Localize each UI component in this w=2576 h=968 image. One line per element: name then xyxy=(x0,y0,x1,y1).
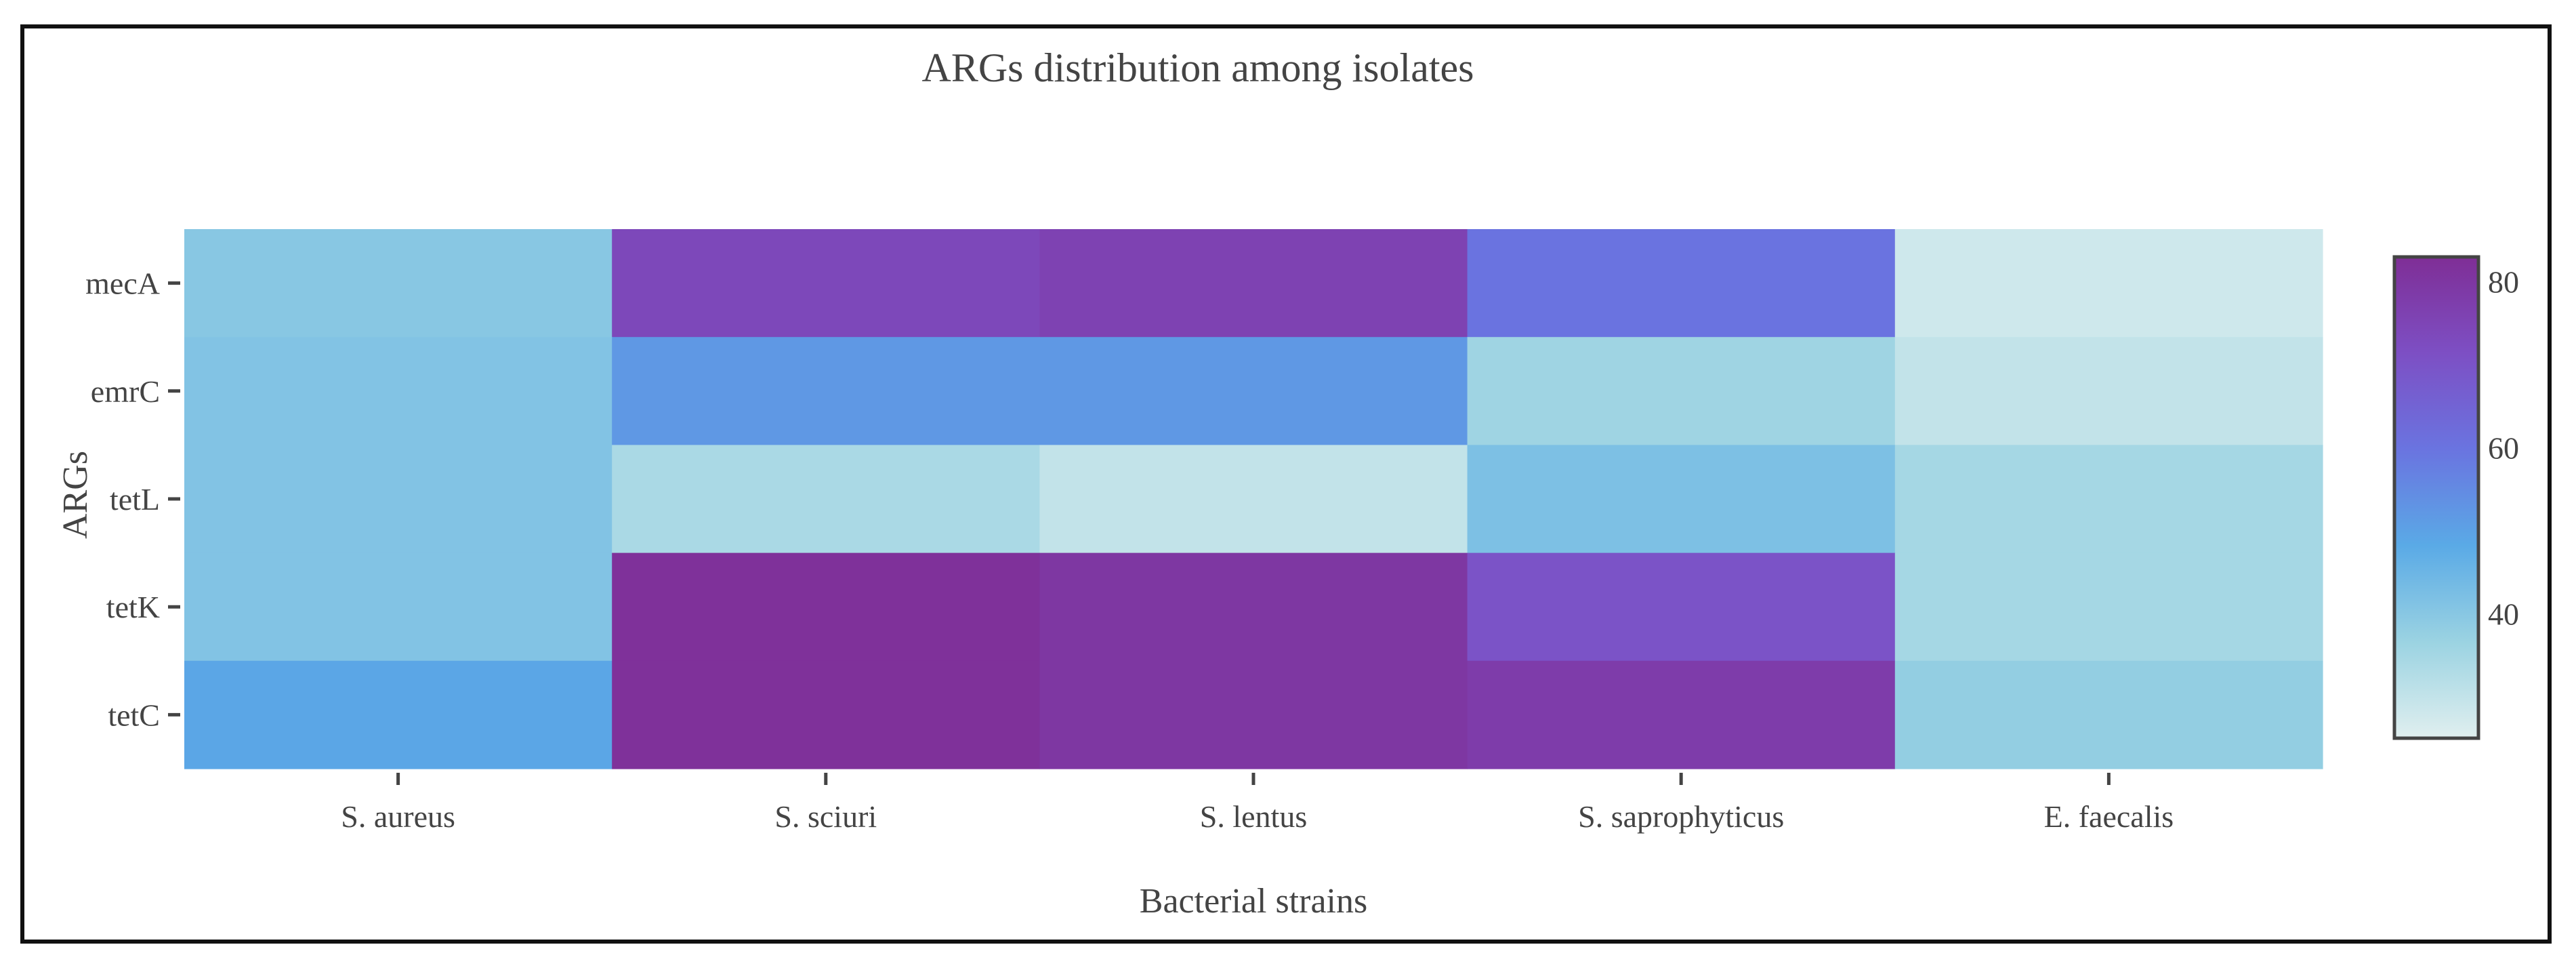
colorbar-tick-label: 40 xyxy=(2488,597,2519,631)
heatmap-cell xyxy=(184,337,612,445)
x-tick-label: S. sciuri xyxy=(774,799,877,834)
heatmap-cell xyxy=(1894,552,2323,662)
x-tick-label: S. lentus xyxy=(1200,799,1307,834)
heatmap-cell xyxy=(612,337,1040,445)
heatmap-cells xyxy=(184,229,2323,769)
heatmap-cell xyxy=(1467,660,1896,769)
figure-frame: ARGs distribution among isolates S. aure… xyxy=(20,24,2552,944)
y-axis-label: ARGs xyxy=(56,451,95,539)
colorbar: 40 60 80 xyxy=(2392,255,2519,740)
x-tick-label: S. saprophyticus xyxy=(1578,799,1784,834)
heatmap-cell xyxy=(1039,337,1468,445)
heatmap-cell xyxy=(1039,660,1468,769)
y-tick-label: emrC xyxy=(91,374,160,409)
chart-title: ARGs distribution among isolates xyxy=(922,45,1474,90)
x-tick-label: E. faecalis xyxy=(2044,799,2174,834)
y-axis: mecA emrC tetL tetK tetC xyxy=(85,266,180,732)
heatmap-cell xyxy=(184,552,612,662)
heatmap-cell xyxy=(184,445,612,554)
colorbar-tick-label: 80 xyxy=(2488,265,2519,300)
heatmap-cell xyxy=(1894,445,2323,554)
y-tick-label: mecA xyxy=(85,266,160,301)
heatmap-cell xyxy=(1039,552,1468,662)
heatmap-cell xyxy=(184,660,612,769)
x-axis: S. aureus S. sciuri S. lentus S. saprophyti… xyxy=(341,773,2174,834)
heatmap-cell xyxy=(1894,337,2323,445)
heatmap-cell xyxy=(1467,337,1896,445)
heatmap-cell xyxy=(1039,229,1468,338)
y-tick-label: tetC xyxy=(108,698,160,732)
heatmap-cell xyxy=(612,229,1040,338)
heatmap-chart: ARGs distribution among isolates S. aure… xyxy=(56,45,2519,921)
heatmap-cell xyxy=(184,229,612,338)
y-tick-label: tetK xyxy=(106,590,160,624)
heatmap-cell xyxy=(1467,229,1896,338)
colorbar-tick-label: 60 xyxy=(2488,431,2519,466)
heatmap-cell xyxy=(612,660,1040,769)
heatmap-cell xyxy=(1894,660,2323,769)
heatmap-cell xyxy=(1467,552,1896,662)
heatmap-cell xyxy=(1467,445,1896,554)
x-tick-label: S. aureus xyxy=(341,799,455,834)
heatmap-cell xyxy=(612,552,1040,662)
heatmap-cell xyxy=(1894,229,2323,338)
x-axis-label: Bacterial strains xyxy=(1140,882,1367,921)
colorbar-gradient xyxy=(2392,255,2480,740)
heatmap-cell xyxy=(612,445,1040,554)
y-tick-label: tetL xyxy=(110,482,160,517)
heatmap-cell xyxy=(1039,445,1468,554)
